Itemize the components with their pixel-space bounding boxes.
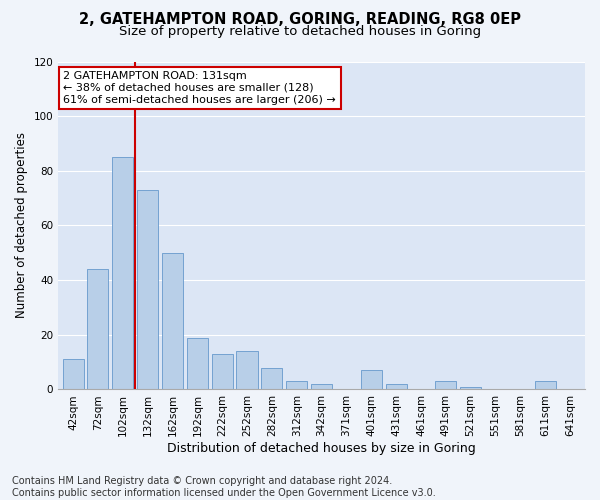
Text: 2, GATEHAMPTON ROAD, GORING, READING, RG8 0EP: 2, GATEHAMPTON ROAD, GORING, READING, RG… bbox=[79, 12, 521, 28]
Bar bbox=[236, 351, 257, 390]
Bar bbox=[435, 382, 457, 390]
Bar bbox=[262, 368, 283, 390]
Bar bbox=[62, 360, 83, 390]
Bar bbox=[187, 338, 208, 390]
Bar bbox=[137, 190, 158, 390]
Bar bbox=[88, 269, 109, 390]
Bar bbox=[286, 382, 307, 390]
Text: Size of property relative to detached houses in Goring: Size of property relative to detached ho… bbox=[119, 25, 481, 38]
Bar bbox=[311, 384, 332, 390]
Bar bbox=[535, 382, 556, 390]
Text: Contains HM Land Registry data © Crown copyright and database right 2024.
Contai: Contains HM Land Registry data © Crown c… bbox=[12, 476, 436, 498]
Text: 2 GATEHAMPTON ROAD: 131sqm
← 38% of detached houses are smaller (128)
61% of sem: 2 GATEHAMPTON ROAD: 131sqm ← 38% of deta… bbox=[64, 72, 336, 104]
Bar bbox=[460, 386, 481, 390]
Bar bbox=[212, 354, 233, 390]
Bar bbox=[162, 253, 183, 390]
Bar bbox=[361, 370, 382, 390]
Bar bbox=[386, 384, 407, 390]
X-axis label: Distribution of detached houses by size in Goring: Distribution of detached houses by size … bbox=[167, 442, 476, 455]
Bar bbox=[112, 157, 133, 390]
Y-axis label: Number of detached properties: Number of detached properties bbox=[15, 132, 28, 318]
